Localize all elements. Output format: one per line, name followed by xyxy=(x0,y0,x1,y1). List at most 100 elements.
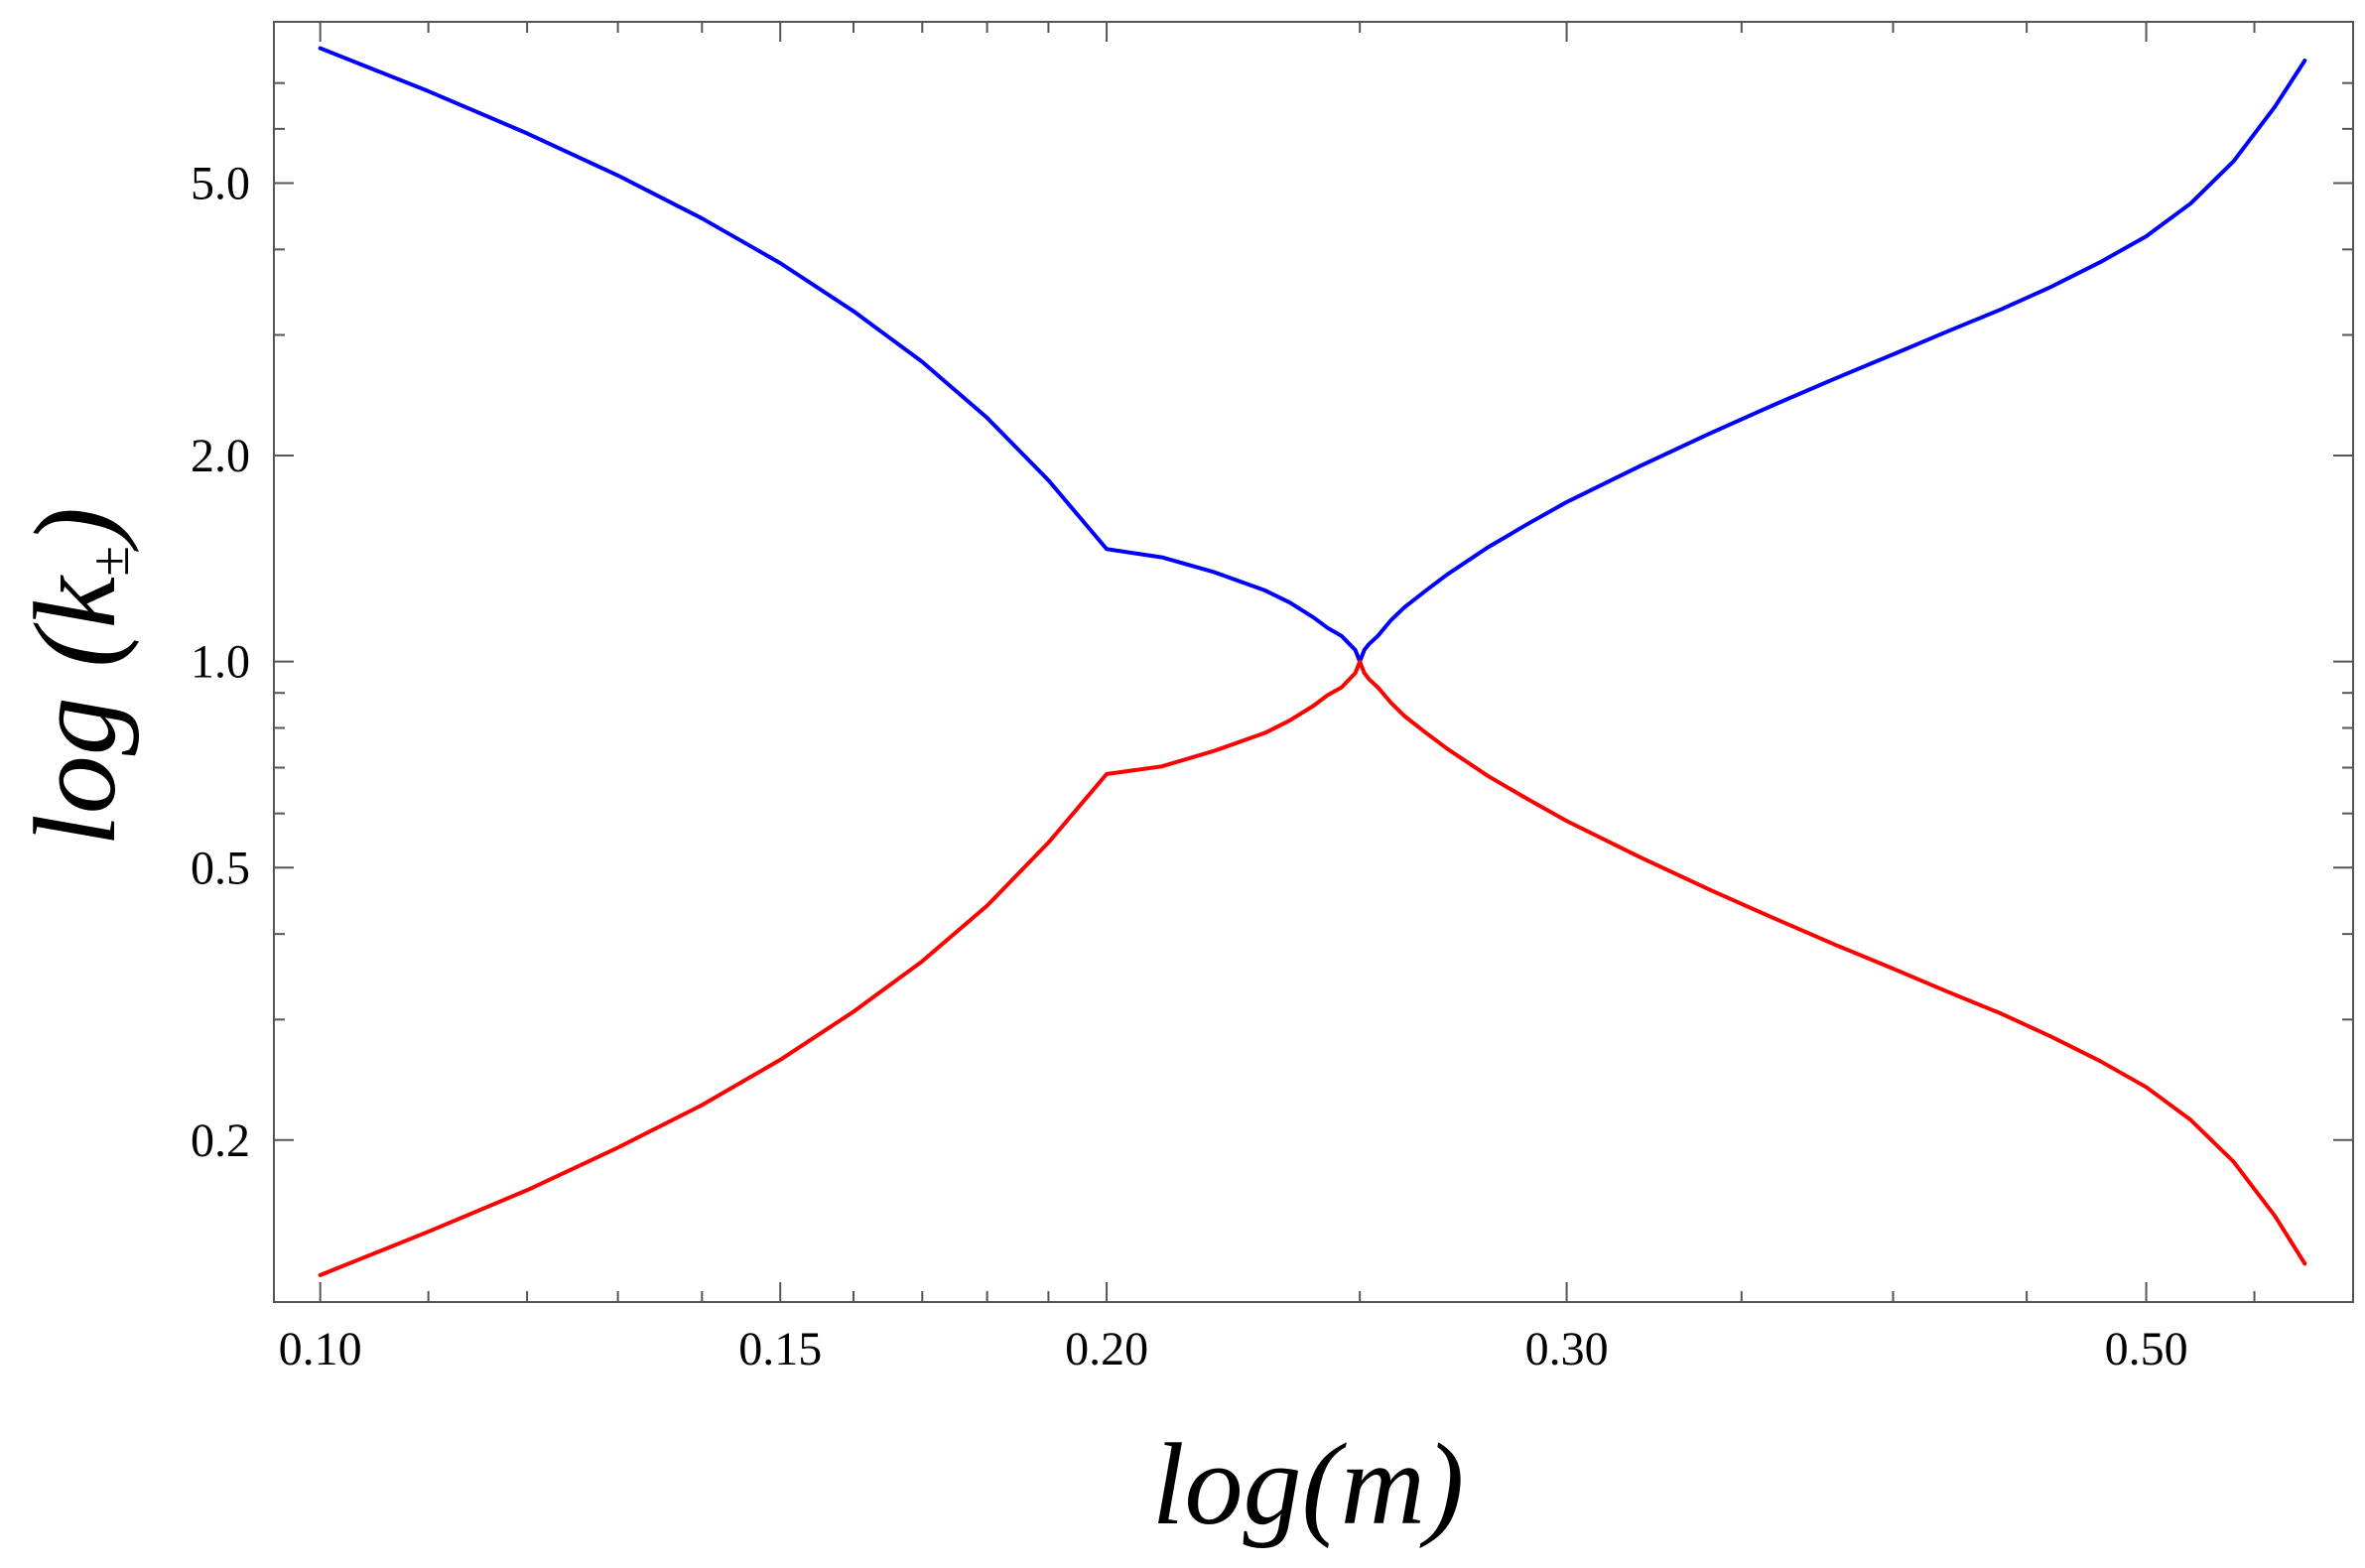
series-line-0 xyxy=(318,46,2307,664)
series-line-1 xyxy=(318,659,2307,1277)
series-1-point xyxy=(1288,719,1291,721)
series-0-point xyxy=(1389,618,1392,621)
x-tick-label: 0.15 xyxy=(738,1323,822,1375)
series-1-point xyxy=(1389,702,1392,705)
series-0-point xyxy=(1487,546,1490,549)
series-0-point xyxy=(1892,353,1895,356)
series-1-point xyxy=(1263,731,1266,734)
series-0-point xyxy=(2189,201,2192,204)
tick-labels-group: 0.10 0.15 0.20 0.30 0.50 0.2 0.5 1.0 2.0 5.0 xyxy=(191,157,2188,1375)
series-1-point xyxy=(1340,686,1343,689)
series-0-point xyxy=(1707,433,1710,436)
series-1-point xyxy=(1213,749,1216,752)
series-1-point xyxy=(921,960,924,963)
series-0-point xyxy=(525,132,528,135)
y-tick-label: 0.5 xyxy=(191,842,250,894)
series-1-point xyxy=(701,1104,704,1107)
series-1-point xyxy=(1446,747,1449,750)
series-0-point xyxy=(1526,522,1529,525)
series-1-point xyxy=(525,1189,528,1192)
series-0-point xyxy=(1340,634,1343,637)
x-tick-label: 0.50 xyxy=(2105,1323,2188,1375)
series-0-point xyxy=(1565,500,1568,503)
series-1-point xyxy=(852,1010,854,1013)
series-0-point xyxy=(1288,600,1291,603)
series-1-point xyxy=(2000,1012,2003,1015)
series-1-point xyxy=(1424,731,1427,734)
series-1-point xyxy=(1526,798,1529,801)
y-axis-title: log (k±) xyxy=(10,507,141,847)
series-0-point xyxy=(2050,285,2053,288)
series-0-point xyxy=(2098,261,2101,264)
series-0-point xyxy=(1402,605,1405,608)
y-axis-title-var: k xyxy=(10,574,140,628)
plot-frame xyxy=(273,21,2354,1303)
series-0-point xyxy=(1105,548,1108,551)
y-axis-title-prefix: log ( xyxy=(10,622,140,847)
series-0-point xyxy=(319,47,322,50)
series-1-point xyxy=(1377,686,1380,689)
x-axis-title: log(m) xyxy=(1152,1419,1465,1549)
series-0-point xyxy=(1354,648,1357,651)
series-1-point xyxy=(1160,765,1163,768)
series-1-point xyxy=(2232,1160,2235,1163)
series-1-point xyxy=(1312,705,1315,708)
series-1-point xyxy=(1105,772,1108,775)
series-0-point xyxy=(1312,616,1315,619)
series-0-point xyxy=(1772,404,1774,407)
series-1-point xyxy=(1368,678,1371,681)
series-1-point xyxy=(2189,1118,2192,1121)
series-1-point xyxy=(1772,917,1774,920)
y-tick-label: 2.0 xyxy=(191,430,250,482)
series-1-point xyxy=(1349,676,1352,679)
series-1-point xyxy=(779,1058,782,1061)
series-1-point xyxy=(1047,841,1050,844)
series-0-point xyxy=(1263,588,1266,591)
series-1-point xyxy=(1359,660,1362,663)
y-tick-label: 1.0 xyxy=(191,636,250,689)
series-0-point xyxy=(2303,59,2306,62)
series-0-point xyxy=(1326,626,1329,629)
series-0-point xyxy=(1639,464,1642,467)
series-0-point xyxy=(1047,478,1050,481)
series-group xyxy=(318,46,2307,1277)
series-0-point xyxy=(1160,556,1163,559)
series-1-point xyxy=(1707,887,1710,890)
series-1-point xyxy=(2098,1059,2101,1062)
series-0-point xyxy=(779,262,782,265)
series-0-point xyxy=(1833,377,1836,380)
series-0-point xyxy=(1213,571,1216,574)
series-0-point xyxy=(985,416,988,419)
series-1-point xyxy=(2050,1035,2053,1038)
series-1-point xyxy=(1639,855,1642,858)
series-1-point xyxy=(985,904,988,907)
series-1-point xyxy=(319,1273,322,1276)
x-tick-label: 0.10 xyxy=(279,1323,362,1375)
series-1-point xyxy=(2303,1262,2306,1265)
series-0-point xyxy=(2232,160,2235,163)
series-1-point xyxy=(1833,943,1836,946)
series-0-point xyxy=(701,216,704,219)
y-axis-title-sub: ± xyxy=(79,546,141,577)
series-1-point xyxy=(616,1146,619,1149)
y-tick-label: 5.0 xyxy=(191,157,250,209)
series-0-point xyxy=(427,89,430,92)
series-0-point xyxy=(1363,648,1366,651)
series-1-point xyxy=(1892,967,1895,970)
series-0-point xyxy=(1377,634,1380,637)
series-0-point xyxy=(2145,235,2148,238)
series-1-point xyxy=(1363,672,1366,675)
series-0-point xyxy=(2274,105,2277,108)
series-1-point xyxy=(1326,694,1329,697)
series-0-point xyxy=(1947,329,1950,332)
series-1-point xyxy=(1354,672,1357,675)
series-1-point xyxy=(1565,820,1568,823)
series-0-point xyxy=(852,310,854,313)
series-1-point xyxy=(427,1230,430,1233)
series-1-point xyxy=(2145,1086,2148,1089)
y-axis-title-suffix: ) xyxy=(10,507,140,552)
series-1-point xyxy=(2274,1215,2277,1218)
series-1-point xyxy=(1487,775,1490,778)
